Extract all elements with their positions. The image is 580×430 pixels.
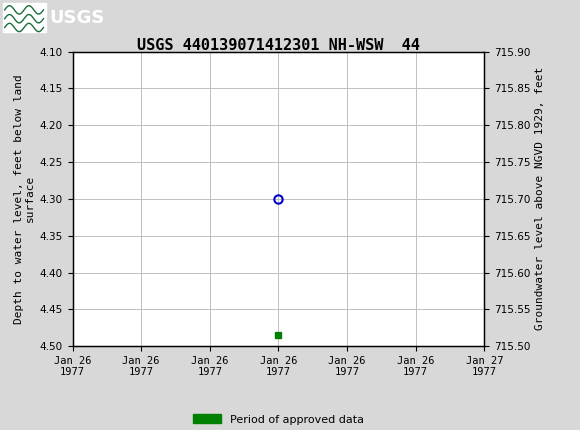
- Y-axis label: Depth to water level, feet below land
surface: Depth to water level, feet below land su…: [14, 74, 35, 324]
- Text: USGS 440139071412301 NH-WSW  44: USGS 440139071412301 NH-WSW 44: [137, 38, 420, 52]
- Bar: [3, 3, 46, 32]
- Legend: Period of approved data: Period of approved data: [188, 410, 368, 429]
- Text: USGS: USGS: [49, 9, 104, 27]
- Y-axis label: Groundwater level above NGVD 1929, feet: Groundwater level above NGVD 1929, feet: [535, 67, 545, 331]
